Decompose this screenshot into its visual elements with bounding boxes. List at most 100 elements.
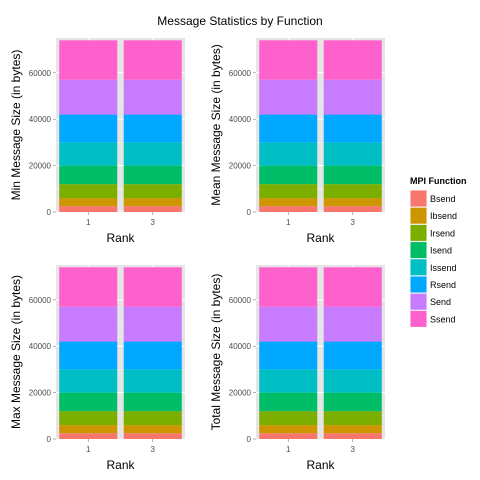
bar-segment [323,114,382,143]
bar-segment [259,341,318,370]
bar-segment [323,341,382,370]
legend-label: Ibsend [430,211,457,221]
bar-segment [123,411,182,426]
bar-segment [323,184,382,199]
bar-segment [59,142,118,166]
bar-segment [123,165,182,185]
bar-segment [323,425,382,434]
y-axis-title: Mean Message Size (in bytes) [209,44,223,205]
bar-segment [59,40,118,80]
bar-segment [59,79,118,115]
bar-segment [323,79,382,115]
bar-segment [259,40,318,80]
x-axis-title: Rank [106,231,135,245]
bar-segment [259,142,318,166]
bar-segment [123,392,182,412]
bar-segment [123,306,182,342]
legend-label: Isend [430,246,452,256]
y-tick-label: 20000 [29,162,52,171]
bar-segment [259,392,318,412]
legend-label: Issend [430,263,457,273]
bar-segment [323,40,382,80]
legend-label: Rsend [430,280,456,290]
y-tick-label: 40000 [229,115,252,124]
bar-segment [59,392,118,412]
bar-segment [123,79,182,115]
legend-swatch [410,224,427,241]
bar-segment [323,165,382,185]
legend-label: Ssend [430,314,456,324]
x-axis-title: Rank [306,458,335,472]
panel: 0 20000 40000 60000 1 3 Rank Max Message Size (… [9,265,185,472]
bar-segment [59,433,118,439]
bar-segment [323,198,382,207]
bar-segment [259,433,318,439]
bar-segment [323,206,382,212]
legend-swatch [410,276,427,293]
bar-segment [123,425,182,434]
y-tick-label: 40000 [229,342,252,351]
bar-segment [259,306,318,342]
bar-segment [59,198,118,207]
bar-segment [323,411,382,426]
legend-title: MPI Function [410,176,467,186]
x-tick-label: 1 [86,218,91,227]
bar-segment [59,411,118,426]
legend-swatch [410,310,427,327]
legend-label: Irsend [430,228,455,238]
bar-segment [59,165,118,185]
x-tick-label: 3 [351,445,356,454]
y-tick-label: 40000 [29,342,52,351]
y-tick-label: 20000 [229,162,252,171]
bar-segment [323,433,382,439]
legend-item: Rsend [410,276,456,293]
bar-segment [123,341,182,370]
y-tick-label: 0 [47,435,52,444]
bar-segment [123,369,182,393]
y-axis-title: Total Message Size (in bytes) [209,274,223,431]
y-tick-label: 60000 [29,69,52,78]
bar-segment [323,306,382,342]
x-axis-title: Rank [306,231,335,245]
bar-segment [259,369,318,393]
y-tick-label: 0 [47,208,52,217]
bar-segment [59,369,118,393]
y-tick-label: 60000 [229,69,252,78]
bar-segment [59,184,118,199]
bar-segment [259,198,318,207]
x-tick-label: 3 [351,218,356,227]
bar-segment [259,411,318,426]
legend-label: Send [430,297,451,307]
bar-segment [123,142,182,166]
y-tick-label: 60000 [29,296,52,305]
legend: MPI Function Bsend Ibsend Irsend Isend Issen… [410,176,467,328]
y-tick-label: 0 [247,435,252,444]
bar-segment [123,40,182,80]
bar-segment [59,306,118,342]
legend-item: Bsend [410,190,456,207]
x-axis-title: Rank [106,458,135,472]
legend-item: Isend [410,241,452,259]
legend-swatch [410,259,427,276]
bar-segment [259,184,318,199]
bar-segment [123,198,182,207]
bar-segment [259,79,318,115]
x-tick-label: 1 [86,445,91,454]
legend-item: Ibsend [410,207,457,225]
bar-segment [59,206,118,212]
panel: 0 20000 40000 60000 1 3 Rank Mean Message Size … [209,38,385,245]
x-tick-label: 3 [151,445,156,454]
y-axis-title: Max Message Size (in bytes) [9,275,23,429]
bar-segment [323,142,382,166]
legend-label: Bsend [430,194,456,204]
legend-item: Send [410,293,451,311]
bar-segment [59,114,118,143]
bar-segment [123,114,182,143]
x-tick-label: 1 [286,445,291,454]
legend-swatch [410,242,427,259]
y-tick-label: 20000 [29,389,52,398]
legend-swatch [410,207,427,224]
y-tick-label: 20000 [229,389,252,398]
bar-segment [123,184,182,199]
